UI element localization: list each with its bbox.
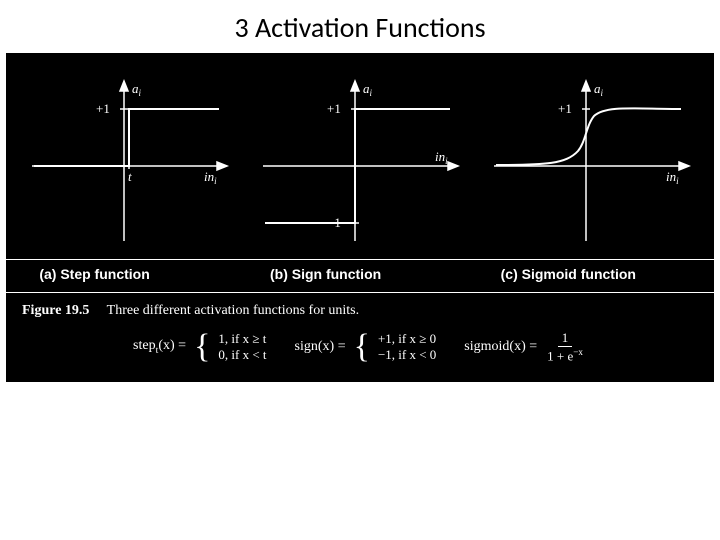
sigmoid-chart: ai +1 ini bbox=[486, 71, 696, 251]
plus1-label: +1 bbox=[327, 101, 341, 116]
x-axis-label: ini bbox=[666, 169, 679, 186]
x-axis-label: ini bbox=[435, 149, 448, 166]
formulas-row: stept(x) = { 1, if x ≥ t 0, if x < t sig… bbox=[6, 325, 714, 382]
plot-sigmoid: ai +1 ini bbox=[481, 71, 701, 251]
sign-chart: ai +1 −1 ini bbox=[255, 71, 465, 251]
y-axis-label: ai bbox=[132, 81, 142, 98]
x-axis-label: ini bbox=[204, 169, 217, 186]
plot-step: ai +1 t ini bbox=[19, 71, 239, 251]
caption-sign: (b) Sign function bbox=[250, 266, 470, 282]
formula-step: stept(x) = { 1, if x ≥ t 0, if x < t bbox=[133, 331, 267, 364]
figure-number: Figure 19.5 bbox=[22, 303, 89, 318]
plus1-label: +1 bbox=[558, 101, 572, 116]
formula-sign: sign(x) = { +1, if x ≥ 0 −1, if x < 0 bbox=[295, 331, 437, 364]
figure-caption: Figure 19.5 Three different activation f… bbox=[6, 293, 714, 325]
caption-sigmoid: (c) Sigmoid function bbox=[481, 266, 701, 282]
figure-panel: ai +1 t ini ai +1 −1 i bbox=[6, 53, 714, 382]
minus1-label: −1 bbox=[327, 215, 341, 230]
caption-row: (a) Step function (b) Sign function (c) … bbox=[6, 260, 714, 293]
step-curve bbox=[34, 109, 219, 166]
caption-step: (a) Step function bbox=[19, 266, 239, 282]
formula-sigmoid: sigmoid(x) = 1 1 + e−x bbox=[464, 331, 587, 363]
sigmoid-curve bbox=[496, 108, 681, 165]
plus1-label: +1 bbox=[96, 101, 110, 116]
y-axis-label: ai bbox=[594, 81, 604, 98]
plot-sign: ai +1 −1 ini bbox=[250, 71, 470, 251]
slide-title: 3 Activation Functions bbox=[0, 0, 720, 53]
brace-icon: { bbox=[194, 332, 210, 363]
threshold-label: t bbox=[128, 169, 132, 184]
figure-caption-text: Three different activation functions for… bbox=[107, 303, 359, 318]
step-chart: ai +1 t ini bbox=[24, 71, 234, 251]
brace-icon: { bbox=[354, 332, 370, 363]
y-axis-label: ai bbox=[363, 81, 373, 98]
plots-row: ai +1 t ini ai +1 −1 i bbox=[6, 53, 714, 260]
